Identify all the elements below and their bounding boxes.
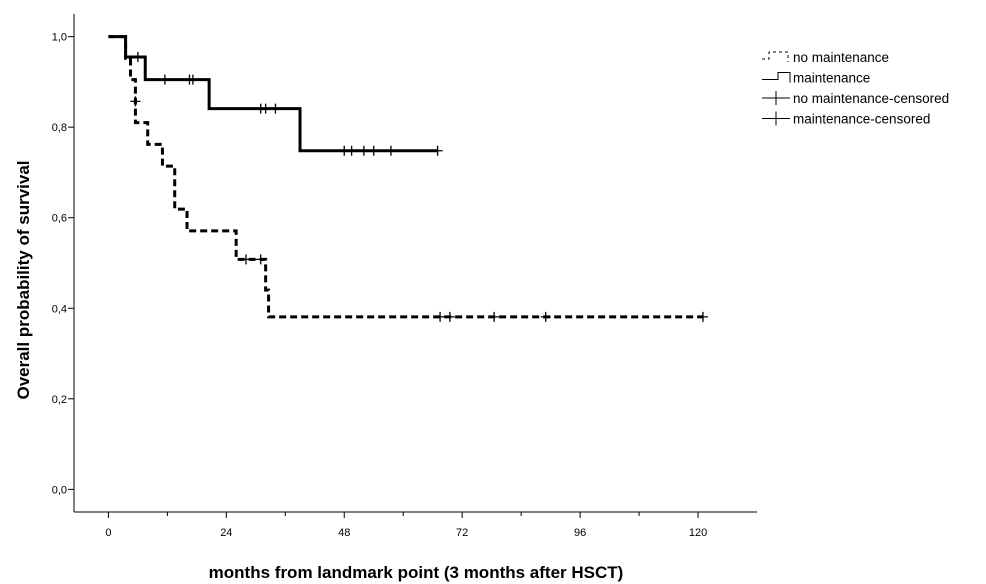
no-maintenance-censor-mark — [489, 311, 500, 322]
legend-item: no maintenance-censored — [762, 91, 949, 106]
series-layer — [108, 35, 708, 322]
y-tick-label: 0,8 — [52, 122, 67, 134]
legend-item: no maintenance — [762, 50, 889, 65]
legend-label: maintenance — [793, 71, 870, 86]
no-maintenance-censor-mark — [435, 311, 446, 322]
no-maintenance-censor-mark — [130, 96, 141, 107]
x-tick-label: 0 — [105, 527, 111, 539]
legend-swatch-solid-step — [762, 72, 791, 83]
maintenance-censor-mark — [270, 103, 281, 114]
no-maintenance-censor-mark — [444, 311, 455, 322]
x-tick-label: 24 — [220, 527, 232, 539]
maintenance-censor-mark — [346, 145, 357, 156]
maintenance-censor-mark — [358, 145, 369, 156]
x-tick-label: 96 — [574, 527, 586, 539]
plot-area: 0 24 48 72 96 120 0,0 0,2 0,4 0,6 0,8 1,0 — [52, 14, 757, 539]
legend-swatch-dashed-step — [762, 51, 789, 62]
legend-label: no maintenance — [793, 50, 889, 65]
no-maintenance-censor-mark — [540, 311, 551, 322]
legend-label: no maintenance-censored — [793, 91, 949, 106]
maintenance-censor-mark — [260, 103, 271, 114]
maintenance-censor-mark — [368, 145, 379, 156]
maintenance-censor-mark — [159, 74, 170, 85]
maintenance-censor-mark — [132, 52, 143, 63]
y-tick-label: 0,4 — [52, 303, 67, 315]
y-tick-label: 0,0 — [52, 484, 67, 496]
legend-item: maintenance-censored — [762, 111, 930, 127]
x-axis-title: months from landmark point (3 months aft… — [209, 563, 624, 582]
axis-ticks: 0 24 48 72 96 120 0,0 0,2 0,4 0,6 0,8 1,0 — [52, 32, 708, 539]
maintenance-censor-mark — [385, 145, 396, 156]
no-maintenance-censor-mark — [697, 311, 708, 322]
y-tick-label: 1,0 — [52, 32, 67, 44]
y-tick-label: 0,2 — [52, 394, 67, 406]
legend-item: maintenance — [762, 71, 870, 86]
legend-swatch-plus — [762, 91, 790, 105]
x-tick-label: 120 — [689, 527, 707, 539]
maintenance-censor-mark — [432, 145, 443, 156]
no-maintenance-censor-mark — [240, 254, 251, 265]
legend-swatch-plus — [762, 111, 790, 126]
y-tick-label: 0,6 — [52, 213, 67, 225]
y-axis-title: Overall probability of survival — [14, 160, 33, 399]
legend: no maintenance maintenance no maintenance-… — [762, 50, 949, 127]
maintenance-censor-mark — [187, 74, 198, 85]
legend-label: maintenance-censored — [793, 112, 930, 127]
maintenance-curve — [108, 35, 438, 153]
x-tick-label: 48 — [338, 527, 350, 539]
x-tick-label: 72 — [456, 527, 468, 539]
no-maintenance-curve — [108, 35, 703, 319]
no-maintenance-censor-mark — [255, 254, 266, 265]
